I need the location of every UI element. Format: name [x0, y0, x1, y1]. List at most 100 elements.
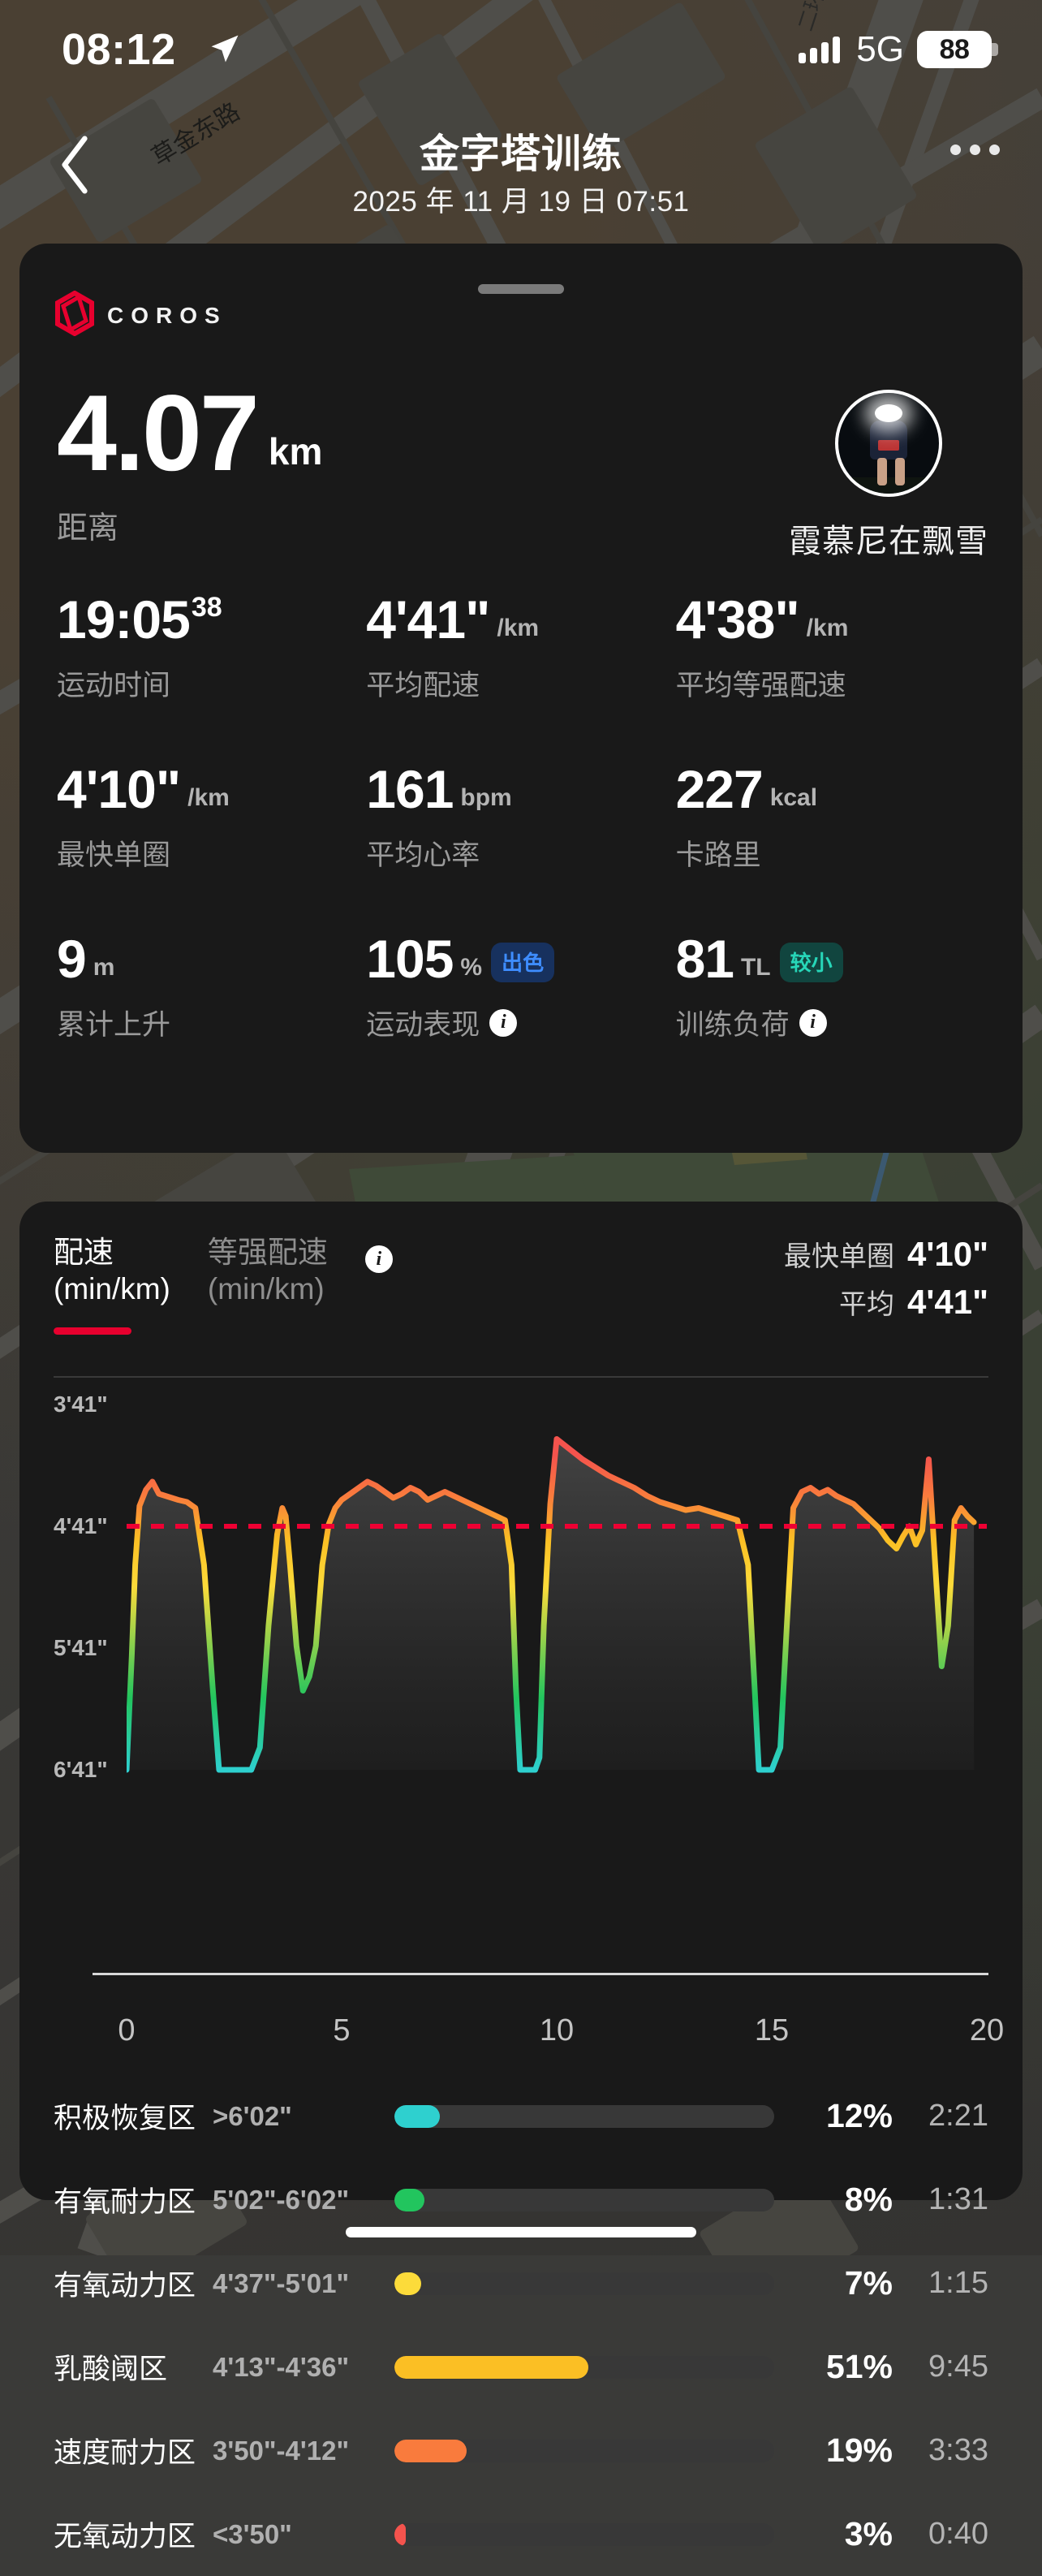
card-drag-handle[interactable]	[478, 284, 564, 294]
zone-row: 有氧耐力区 5'02"-6'02" 8% 1:31	[54, 2158, 988, 2242]
stat-value: 19:05	[57, 589, 191, 649]
zone-range: 3'50"-4'12"	[213, 2435, 350, 2466]
stat-label: 运动表现 i	[366, 1002, 675, 1043]
network-label: 5G	[856, 29, 904, 69]
info-icon[interactable]: i	[364, 1245, 393, 1273]
tab-effort-pace[interactable]: 等强配速 (min/km)	[208, 1234, 328, 1307]
zone-time: 9:45	[928, 2349, 988, 2384]
stat-unit: TL	[740, 954, 771, 981]
chart-summary: 最快单圈 4'10" 平均 4'41"	[784, 1234, 988, 1330]
stat-label: 平均配速	[366, 670, 480, 701]
status-badge: 较小	[779, 943, 843, 982]
stat-unit: /km	[497, 615, 540, 641]
tab-pace-label: 配速	[54, 1236, 114, 1269]
stat-unit: /km	[187, 784, 230, 811]
stats-grid: 19:05 38 运动时间 4'41" /km 平均配速 4'38"/km 平均等强配速 4'1…	[57, 589, 985, 1043]
distance-label: 距离	[57, 511, 119, 546]
fastest-lap-label: 最快单圈	[784, 1241, 895, 1272]
coros-wordmark: COROS	[107, 302, 227, 328]
y-axis-tick: 4'41"	[54, 1513, 108, 1538]
zone-row: 有氧动力区 4'37"-5'01" 7% 1:15	[54, 2242, 988, 2325]
tab-effort-pace-label: 等强配速	[207, 1236, 328, 1269]
zone-row: 速度耐力区 3'50"-4'12" 19% 3:33	[54, 2409, 988, 2492]
more-options-button[interactable]	[950, 145, 1000, 155]
stat-label: 平均心率	[366, 839, 480, 871]
status-right-group: 5G 88	[799, 29, 998, 70]
x-axis-tick: 15	[754, 2013, 790, 2047]
stat-运动表现: 105% 出色 运动表现 i	[366, 932, 675, 1043]
zone-row: 乳酸阈区 4'13"-4'36" 51% 9:45	[54, 2325, 988, 2409]
zone-name: 积极恢复区	[54, 2103, 196, 2134]
nav-bar: 金字塔训练 2025 年 11 月 19 日 07:51	[0, 114, 1042, 235]
cellular-bars-icon	[799, 36, 841, 63]
zone-row: 无氧动力区 <3'50" 3% 0:40	[54, 2492, 988, 2576]
pace-plot[interactable]: 3'41" 4'41" 5'41" 6'41"	[54, 1392, 988, 1782]
x-axis-tick: 20	[969, 2013, 1005, 2047]
pace-zones-table: 积极恢复区 >6'02" 12% 2:21 有氧耐力区 5'02"-6'02" 8% 1:31…	[54, 2074, 988, 2576]
summary-card[interactable]: COROS 4.07 km 距离 霞慕尼在飘雪 19:05 38 运动时间 4'41"…	[19, 244, 1023, 1153]
stat-label: 平均等强配速	[675, 670, 846, 701]
stat-row: 4'10"/km 最快单圈 161 bpm 平均心率 227 kcal 卡路里	[57, 762, 985, 874]
user-name: 霞慕尼在飘雪	[789, 524, 988, 559]
stat-value: 227	[675, 759, 764, 819]
distance-metric: 4.07 km 距离	[57, 379, 322, 547]
status-bar: 08:12 5G 88	[0, 0, 1042, 106]
pace-series	[127, 1436, 987, 1773]
coros-hexagon-logo	[54, 290, 96, 340]
stat-superscript: 38	[191, 592, 222, 623]
stat-平均等强配速: 4'38"/km 平均等强配速	[676, 593, 985, 704]
stat-平均心率: 161 bpm 平均心率	[366, 762, 675, 874]
zone-name: 速度耐力区	[54, 2437, 196, 2469]
tab-pace-unit: (min/km)	[54, 1272, 170, 1306]
y-axis-tick: 5'41"	[54, 1635, 108, 1660]
info-icon[interactable]: i	[799, 1008, 827, 1037]
tab-pace[interactable]: 配速 (min/km)	[54, 1234, 170, 1335]
zone-row: 积极恢复区 >6'02" 12% 2:21	[54, 2074, 988, 2158]
avatar[interactable]	[835, 390, 942, 497]
stat-累计上升: 9 m 累计上升	[57, 932, 366, 1043]
page-title: 金字塔训练	[419, 132, 622, 176]
tab-effort-pace-unit: (min/km)	[207, 1272, 325, 1306]
stat-label: 训练负荷 i	[676, 1002, 985, 1043]
stat-unit: bpm	[460, 784, 512, 811]
zone-name: 无氧动力区	[54, 2521, 196, 2552]
zone-bar-fill	[394, 2355, 588, 2379]
back-button[interactable]	[39, 130, 112, 203]
average-pace-label: 平均	[839, 1289, 895, 1320]
zone-time: 2:21	[928, 2099, 988, 2133]
home-indicator[interactable]	[346, 2227, 696, 2237]
stat-label: 运动时间	[57, 670, 171, 701]
stat-unit: %	[460, 954, 483, 981]
zone-name: 有氧动力区	[54, 2270, 196, 2302]
x-axis-tick: 5	[333, 2013, 351, 2047]
zone-range: >6'02"	[213, 2100, 292, 2131]
fastest-lap-value: 4'10"	[907, 1235, 988, 1273]
user-profile[interactable]: 霞慕尼在飘雪	[789, 390, 988, 562]
zone-bar-track	[394, 2188, 774, 2211]
stat-卡路里: 227 kcal 卡路里	[676, 762, 985, 874]
y-axis-tick: 3'41"	[54, 1392, 108, 1417]
stat-label: 累计上升	[57, 1009, 171, 1041]
zone-time: 0:40	[928, 2517, 988, 2551]
stat-平均配速: 4'41"/km 平均配速	[366, 593, 675, 704]
chevron-left-icon	[57, 134, 94, 200]
stat-unit: kcal	[769, 784, 818, 811]
zone-range: 5'02"-6'02"	[213, 2184, 350, 2215]
info-icon[interactable]: i	[489, 1008, 518, 1037]
stat-value: 4'10"	[57, 759, 181, 819]
stat-row: 19:05 38 运动时间 4'41" /km 平均配速 4'38"/km 平均等强配速	[57, 589, 985, 704]
page-subtitle: 2025 年 11 月 19 日 07:51	[352, 186, 690, 218]
zone-bar-fill	[394, 2272, 421, 2295]
zone-bar-track	[394, 2272, 774, 2295]
zone-time: 1:31	[928, 2182, 988, 2216]
ellipsis-icon	[950, 145, 961, 155]
stat-value: 9	[57, 929, 87, 989]
location-arrow-icon	[207, 31, 243, 71]
pace-chart-card[interactable]: 配速 (min/km) 等强配速 (min/km) i 最快单圈 4'10" 平…	[19, 1202, 1023, 2552]
stat-value: 4'41"	[366, 589, 490, 649]
zone-percent: 7%	[844, 2264, 893, 2302]
zone-range: 4'37"-5'01"	[213, 2267, 350, 2298]
battery-level: 88	[939, 33, 970, 65]
zone-percent: 51%	[825, 2348, 893, 2385]
zone-range: 4'13"-4'36"	[213, 2351, 350, 2382]
